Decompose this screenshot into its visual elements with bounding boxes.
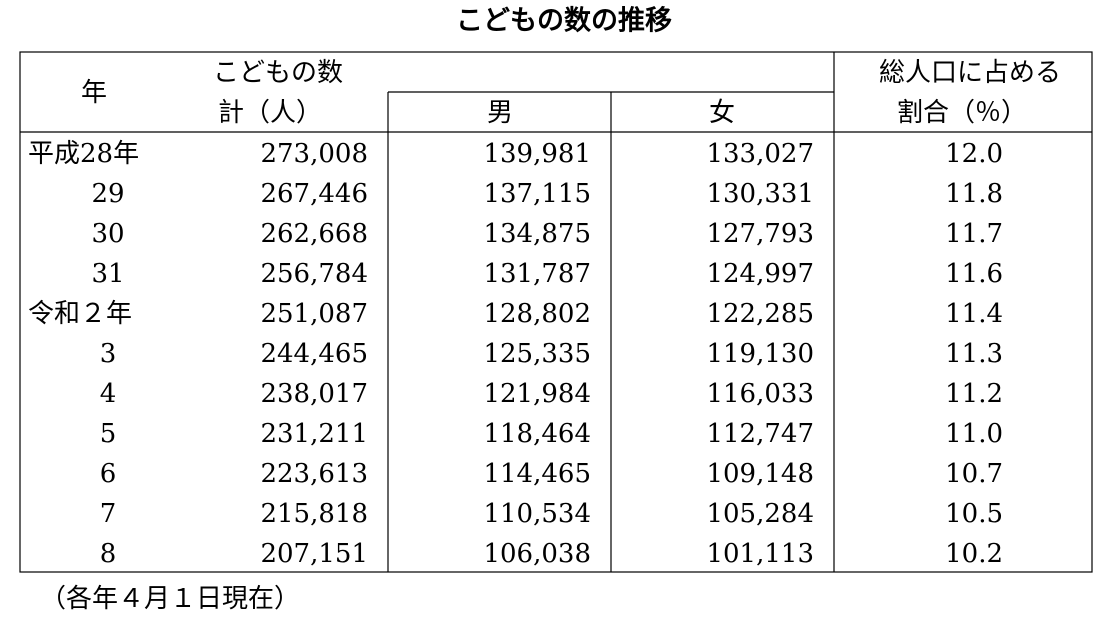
male-cell: 128,802: [483, 299, 591, 329]
male-cell: 137,115: [483, 179, 591, 209]
year-cell: 30: [91, 219, 124, 249]
total-cell: 273,008: [260, 139, 368, 169]
female-cell: 116,033: [706, 379, 814, 409]
year-cell: 6: [100, 459, 117, 489]
table-border: [19, 51, 1093, 573]
total-cell: 223,613: [260, 459, 368, 489]
note: （各年４月１日現在）: [40, 584, 300, 614]
total-cell: 231,211: [260, 419, 368, 449]
total-cell: 207,151: [260, 539, 368, 569]
ratio-cell: 10.5: [945, 499, 1003, 529]
ratio-cell: 11.2: [945, 379, 1003, 409]
female-cell: 119,130: [706, 339, 814, 369]
header-total: 計（人）: [218, 98, 322, 128]
total-cell: 262,668: [260, 219, 368, 249]
header-female: 女: [709, 98, 735, 128]
total-cell: 238,017: [260, 379, 368, 409]
total-cell: 251,087: [260, 299, 368, 329]
female-cell: 127,793: [706, 219, 814, 249]
total-cell: 267,446: [260, 179, 368, 209]
total-cell: 215,818: [260, 499, 368, 529]
year-cell: 令和２年: [28, 299, 132, 329]
female-cell: 109,148: [706, 459, 814, 489]
title: こどもの数の推移: [456, 6, 672, 37]
male-cell: 110,534: [483, 499, 591, 529]
year-cell: 5: [100, 419, 117, 449]
female-cell: 124,997: [706, 259, 814, 289]
male-cell: 118,464: [483, 419, 591, 449]
male-cell: 134,875: [483, 219, 591, 249]
header-ratio: 総人口に占める: [879, 58, 1061, 88]
ratio-cell: 12.0: [945, 139, 1003, 169]
male-cell: 125,335: [483, 339, 591, 369]
female-cell: 105,284: [706, 499, 814, 529]
year-cell: 平成28年: [28, 139, 139, 169]
year-cell: 7: [100, 499, 117, 529]
ratio-cell: 11.8: [945, 179, 1003, 209]
female-cell: 133,027: [706, 139, 814, 169]
ratio-cell: 11.6: [945, 259, 1003, 289]
female-cell: 112,747: [706, 419, 814, 449]
ratio-cell: 11.7: [945, 219, 1003, 249]
male-cell: 106,038: [483, 539, 591, 569]
year-cell: 3: [100, 339, 117, 369]
year-cell: 8: [100, 539, 117, 569]
ratio-cell: 10.7: [945, 459, 1003, 489]
ratio-cell: 10.2: [945, 539, 1003, 569]
female-cell: 122,285: [706, 299, 814, 329]
year-cell: 31: [91, 259, 124, 289]
female-cell: 101,113: [706, 539, 814, 569]
ratio-cell: 11.3: [945, 339, 1003, 369]
total-cell: 244,465: [260, 339, 368, 369]
year-cell: 29: [91, 179, 124, 209]
ratio-cell: 11.0: [945, 419, 1003, 449]
female-cell: 130,331: [706, 179, 814, 209]
total-cell: 256,784: [260, 259, 368, 289]
header-year: 年: [81, 78, 107, 108]
male-cell: 114,465: [483, 459, 591, 489]
header-count: こどもの数: [213, 58, 343, 88]
year-cell: 4: [100, 379, 117, 409]
header-male: 男: [487, 98, 513, 128]
header-ratio: 割合（％）: [897, 98, 1027, 128]
male-cell: 121,984: [483, 379, 591, 409]
ratio-cell: 11.4: [945, 299, 1003, 329]
male-cell: 131,787: [483, 259, 591, 289]
male-cell: 139,981: [483, 139, 591, 169]
